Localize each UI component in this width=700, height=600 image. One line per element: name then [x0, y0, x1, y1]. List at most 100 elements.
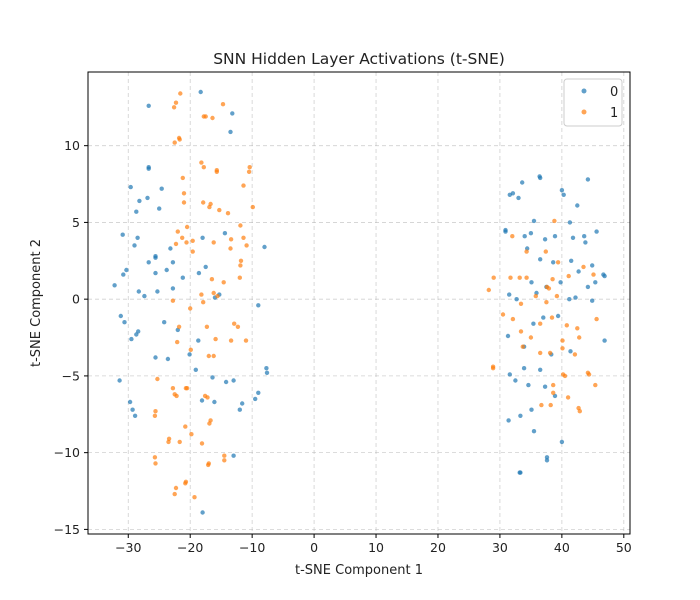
data-point-series-1 [184, 224, 190, 230]
data-point-series-1 [586, 372, 592, 377]
data-point-series-1 [241, 235, 246, 240]
data-point-series-0 [136, 289, 141, 294]
data-point-series-0 [575, 203, 580, 208]
data-point-series-0 [551, 260, 556, 265]
data-point-series-1 [237, 275, 242, 280]
data-point-series-0 [122, 320, 127, 325]
data-point-series-1 [208, 201, 213, 207]
data-point-series-0 [529, 407, 534, 412]
data-point-series-0 [145, 195, 150, 201]
data-point-series-1 [190, 249, 195, 254]
x-tick-label: −20 [177, 540, 203, 555]
data-point-series-1 [215, 293, 220, 299]
data-point-series-1 [577, 335, 582, 340]
data-point-series-1 [153, 461, 158, 466]
y-tick-label: 10 [64, 138, 80, 153]
data-point-series-1 [524, 249, 529, 254]
data-point-series-1 [178, 91, 183, 96]
data-point-series-1 [222, 458, 227, 463]
data-point-series-1 [211, 240, 216, 245]
data-point-series-1 [221, 280, 226, 285]
data-point-series-0 [526, 382, 531, 388]
data-point-series-1 [243, 338, 249, 343]
data-point-series-0 [157, 206, 162, 211]
data-point-series-1 [188, 347, 193, 352]
data-point-series-0 [576, 269, 581, 274]
data-point-series-0 [162, 320, 167, 325]
data-point-series-1 [250, 204, 255, 210]
data-point-series-0 [602, 273, 607, 279]
data-point-series-1 [517, 275, 522, 280]
data-point-series-0 [155, 289, 160, 294]
data-point-series-0 [594, 229, 599, 234]
legend-marker-1 [581, 109, 587, 115]
data-point-series-0 [552, 234, 558, 239]
data-point-series-0 [170, 286, 176, 291]
data-point-series-0 [231, 453, 236, 458]
data-point-series-0 [590, 298, 595, 303]
x-tick-label: 20 [430, 540, 446, 555]
data-point-series-1 [201, 165, 206, 170]
data-point-series-0 [602, 338, 607, 343]
data-point-series-1 [518, 301, 524, 306]
data-point-series-1 [572, 352, 578, 357]
data-point-series-1 [188, 306, 193, 311]
legend-label-1: 1 [610, 106, 618, 121]
legend-entry-0: 0 [581, 85, 618, 100]
data-point-series-0 [153, 270, 158, 276]
data-point-series-1 [206, 461, 211, 466]
data-point-series-0 [120, 232, 125, 237]
legend-entry-1: 1 [581, 106, 618, 121]
data-point-series-0 [256, 390, 261, 395]
data-point-series-1 [546, 286, 552, 291]
data-point-series-1 [244, 243, 249, 248]
data-point-series-1 [547, 350, 553, 356]
data-point-series-0 [517, 470, 522, 475]
x-axis-label: t-SNE Component 1 [295, 563, 423, 578]
data-point-series-1 [518, 329, 524, 334]
data-point-series-0 [130, 407, 135, 412]
data-point-series-1 [486, 287, 491, 293]
data-point-series-0 [124, 267, 129, 273]
data-point-series-1 [491, 275, 496, 280]
data-point-series-1 [551, 382, 556, 388]
data-point-series-1 [548, 402, 553, 408]
data-point-series-0 [146, 166, 151, 171]
data-point-series-1 [210, 115, 215, 121]
data-point-series-0 [559, 439, 565, 445]
data-point-series-0 [521, 366, 527, 371]
data-point-series-1 [173, 241, 179, 247]
data-point-series-1 [199, 441, 205, 446]
data-point-series-1 [560, 346, 565, 351]
grid-lines [88, 72, 630, 534]
data-point-series-1 [551, 390, 556, 395]
data-point-series-0 [506, 418, 511, 423]
data-point-series-1 [538, 350, 543, 356]
data-point-series-0 [196, 270, 202, 276]
data-point-series-1 [228, 246, 233, 251]
data-point-series-1 [222, 453, 227, 458]
data-point-series-1 [533, 293, 538, 299]
data-point-series-0 [193, 367, 198, 372]
data-point-series-1 [228, 338, 234, 343]
data-point-series-1 [152, 413, 158, 418]
x-tick-label: 50 [616, 540, 632, 555]
data-point-series-1 [575, 326, 580, 331]
data-point-series-1 [235, 324, 241, 329]
data-point-series-1 [199, 292, 204, 297]
data-point-series-1 [170, 386, 176, 391]
data-point-series-1 [591, 272, 596, 277]
data-point-series-0 [573, 295, 578, 300]
data-point-series-0 [134, 332, 139, 337]
data-point-series-1 [538, 321, 543, 326]
data-point-series-1 [209, 277, 215, 282]
data-point-series-0 [569, 258, 574, 263]
data-point-series-1 [201, 300, 206, 305]
data-point-series-1 [528, 335, 534, 340]
data-point-series-1 [564, 323, 569, 328]
data-point-series-0 [503, 229, 508, 234]
data-point-series-0 [187, 352, 192, 357]
legend: 0 1 [563, 78, 623, 127]
data-point-series-0 [583, 240, 588, 245]
data-point-series-0 [529, 280, 534, 285]
